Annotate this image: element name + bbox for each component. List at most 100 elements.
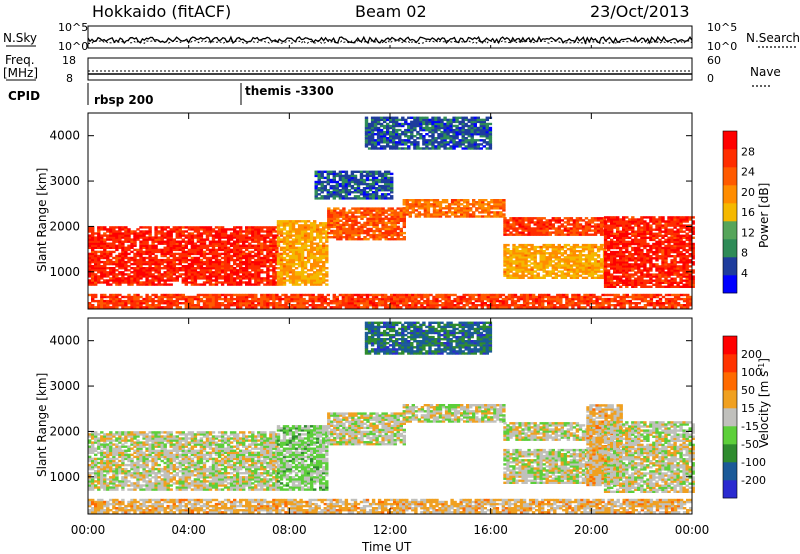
power-colorbar-swatch: [723, 167, 737, 186]
cpid-label: CPID: [8, 89, 40, 103]
velocity-colorbar-tick: -50: [741, 438, 759, 451]
power-data: [88, 116, 695, 309]
x-tick-label: 00:00: [71, 523, 106, 537]
nsky-label: N.Sky: [3, 31, 37, 45]
x-tick-label: 00:00: [675, 523, 710, 537]
velocity-panel: 4000 3000 2000 1000 Slant Range [km] 200 100…: [35, 317, 771, 515]
power-colorbar-tick: 24: [741, 166, 755, 179]
velocity-ytick-label: 2000: [49, 424, 80, 438]
velocity-colorbar-label: Velocity [m s-1]: [757, 358, 771, 448]
cpid-panel: CPID rbsp 200 themis -3300: [8, 83, 334, 107]
nsearch-series: [87, 39, 693, 45]
power-colorbar-swatch: [723, 149, 737, 168]
velocity-colorbar-tick: -200: [741, 474, 766, 487]
velocity-band-9: [364, 321, 493, 355]
power-colorbar-swatch: [723, 257, 737, 276]
freq-tick-bottom: 8: [66, 72, 73, 85]
velocity-colorbar-swatch: [723, 354, 737, 373]
velocity-colorbar-tick: 50: [741, 384, 755, 397]
power-band-2: [327, 207, 406, 241]
velocity-ytick-label: 3000: [49, 379, 80, 393]
velocity-colorbar-swatch: [723, 390, 737, 409]
power-band-7: [88, 293, 693, 309]
velocity-colorbar-swatch: [723, 372, 737, 391]
nsearch-tick-top: 10^5: [707, 21, 737, 34]
nsky-tick-bottom: 10^0: [58, 40, 88, 53]
velocity-colorbar-tick: 15: [741, 402, 755, 415]
beam-title: Beam 02: [355, 2, 427, 21]
nsearch-tick-bottom: 10^0: [707, 40, 737, 53]
power-band-0: [88, 226, 279, 286]
x-tick-label: 16:00: [473, 523, 508, 537]
velocity-colorbar-swatch: [723, 444, 737, 463]
power-colorbar-swatch: [723, 185, 737, 204]
power-ytick-label: 4000: [49, 129, 80, 143]
nave-tick-top: 60: [707, 54, 721, 67]
power-ytick-label: 3000: [49, 174, 80, 188]
velocity-data: [88, 321, 695, 514]
power-yticks: 4000 3000 2000 1000: [49, 129, 692, 279]
date-title: 23/Oct/2013: [590, 2, 690, 21]
velocity-ytick-label: 1000: [49, 470, 80, 484]
cpid-segment-2: themis -3300: [245, 84, 334, 98]
power-band-6: [603, 216, 695, 288]
x-tick-label: 08:00: [272, 523, 307, 537]
nsky-tick-top: 10^5: [58, 21, 88, 34]
velocity-band-8: [88, 498, 693, 514]
x-axis-label: Time UT: [361, 540, 412, 554]
freq-unit: [MHz]: [3, 66, 38, 80]
velocity-colorbar-swatch: [723, 462, 737, 481]
nave-label: Nave: [750, 65, 781, 79]
x-axis: 00:00 04:00 08:00 12:00 16:00 20:00 00:00: [71, 45, 710, 537]
power-band-3: [402, 199, 506, 218]
velocity-band-1: [276, 425, 329, 491]
freq-panel: Freq. [MHz] 18 8 60 0 Nave: [3, 53, 781, 87]
nave-tick-bottom: 0: [707, 72, 714, 85]
power-band-1: [276, 220, 329, 286]
velocity-ylabel: Slant Range [km]: [35, 373, 49, 477]
power-colorbar-swatch: [723, 275, 737, 294]
cpid-segment-1: rbsp 200: [94, 93, 153, 107]
velocity-yticks: 4000 3000 2000 1000: [49, 334, 692, 484]
power-colorbar-swatch: [723, 221, 737, 240]
x-tick-label: 12:00: [373, 523, 408, 537]
power-band-4: [503, 217, 607, 236]
velocity-ytick-label: 4000: [49, 334, 80, 348]
velocity-colorbar-swatch: [723, 336, 737, 355]
velocity-colorbar-tick: 100: [741, 366, 762, 379]
power-colorbar-tick: 20: [741, 186, 755, 199]
velocity-colorbar-swatch: [723, 408, 737, 427]
power-colorbar-tick: 8: [741, 247, 748, 260]
power-colorbar-tick: 16: [741, 206, 755, 219]
power-ytick-label: 2000: [49, 219, 80, 233]
x-tick-label: 20:00: [574, 523, 609, 537]
velocity-band-3: [402, 404, 506, 423]
velocity-colorbar-tick: -15: [741, 420, 759, 433]
freq-label: Freq.: [5, 53, 35, 67]
nsearch-label: N.Search: [746, 31, 800, 45]
velocity-colorbar-tick: -100: [741, 456, 766, 469]
power-colorbar-swatch: [723, 131, 737, 150]
velocity-colorbar-tick: 200: [741, 348, 762, 361]
velocity-band-7: [603, 421, 695, 493]
power-ytick-label: 1000: [49, 265, 80, 279]
power-band-9: [314, 170, 394, 200]
power-colorbar: 28 24 20 16 12 8 4: [722, 130, 755, 294]
power-colorbar-swatch: [723, 203, 737, 222]
power-panel: 4000 3000 2000 1000 Slant Range [km] 28 24 20…: [35, 112, 771, 310]
nsky-series: [87, 35, 693, 45]
velocity-colorbar-swatch: [723, 426, 737, 445]
x-tick-label: 04:00: [171, 523, 206, 537]
power-band-5: [503, 243, 607, 279]
station-title: Hokkaido (fitACF): [92, 2, 231, 21]
power-colorbar-swatch: [723, 239, 737, 258]
power-ylabel: Slant Range [km]: [35, 168, 49, 272]
velocity-colorbar: 200 100 50 15 -15 -50 -100 -200: [722, 335, 766, 499]
power-colorbar-tick: 28: [741, 145, 755, 158]
freq-tick-top: 18: [62, 54, 76, 67]
power-colorbar-tick: 12: [741, 226, 755, 239]
power-band-8: [364, 116, 493, 150]
power-colorbar-label: Power [dB]: [757, 183, 771, 248]
velocity-colorbar-swatch: [723, 480, 737, 499]
